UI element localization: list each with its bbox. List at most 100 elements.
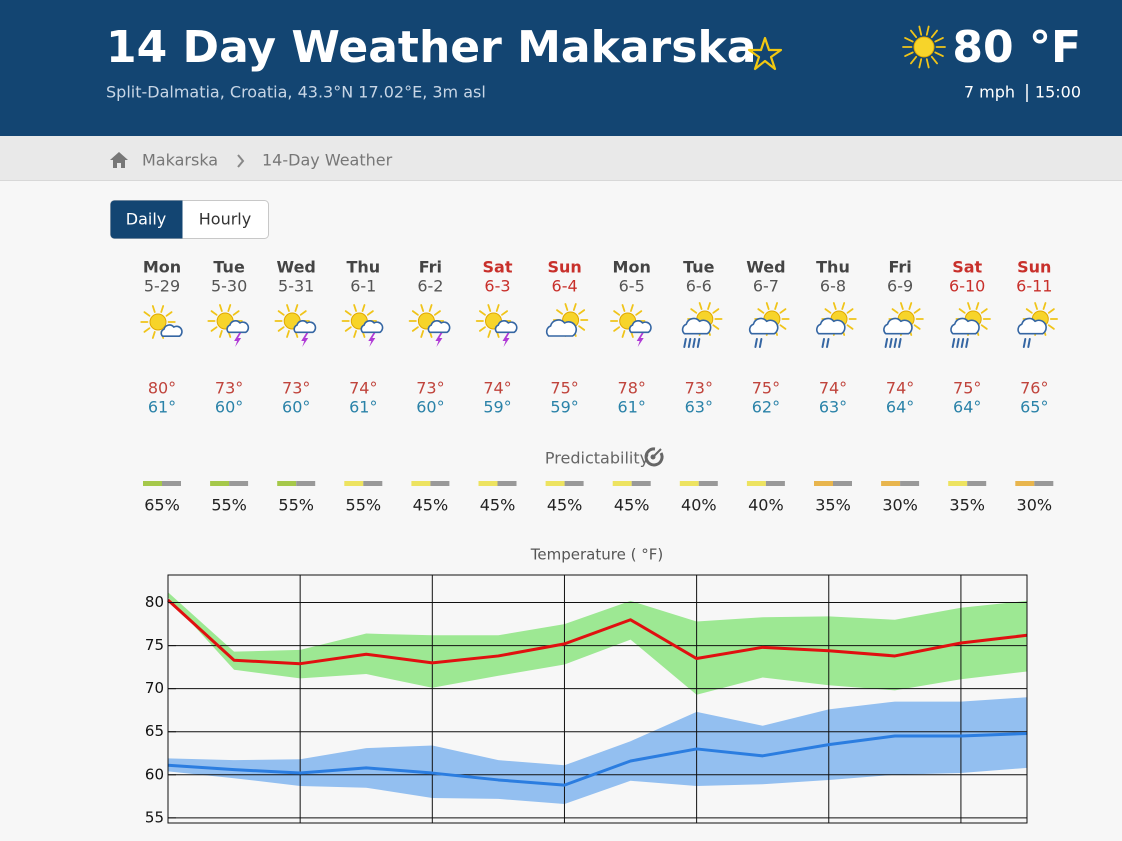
- sun-ray: [1047, 308, 1055, 314]
- predictability-value: 45%: [480, 496, 516, 515]
- predictability-value: 45%: [614, 496, 650, 515]
- y-tick-label: 75: [145, 636, 164, 654]
- cloud: [1017, 317, 1047, 335]
- tab-daily-bg[interactable]: [110, 200, 183, 239]
- sun-ray: [1025, 308, 1033, 314]
- home-icon[interactable]: [110, 152, 128, 168]
- sun-ray: [420, 330, 425, 338]
- rain: [754, 338, 758, 348]
- predictability-value: 35%: [815, 496, 851, 515]
- rain: [1022, 338, 1027, 348]
- date: 6-8: [820, 277, 846, 296]
- high-temp: 74°: [483, 379, 511, 398]
- weekday: Tue: [683, 258, 715, 277]
- sun: [913, 36, 935, 58]
- breadcrumb-bar: [0, 136, 1122, 180]
- sun-ray: [411, 326, 419, 332]
- cloud: [360, 320, 384, 334]
- sun-ray: [286, 304, 290, 312]
- rain: [956, 338, 960, 348]
- sun-ray: [165, 311, 173, 317]
- rain: [898, 338, 902, 348]
- predictability-value: 45%: [413, 496, 449, 515]
- sun-ray: [934, 51, 944, 58]
- range-band: [168, 592, 1027, 695]
- lightning: [636, 333, 644, 347]
- sun-ray: [353, 330, 357, 338]
- sun-ray: [824, 308, 832, 314]
- predictability-bar: [881, 481, 901, 486]
- high-temp: 73°: [282, 379, 310, 398]
- sun-ray: [918, 25, 923, 36]
- y-tick-label: 55: [145, 808, 164, 826]
- tab-daily[interactable]: Daily: [126, 210, 166, 229]
- date: 6-7: [753, 277, 779, 296]
- sun-ray: [698, 302, 703, 310]
- rain: [884, 338, 889, 348]
- sun-ray: [613, 310, 621, 316]
- weather-icon: [748, 302, 790, 348]
- high-temp: 78°: [618, 379, 646, 398]
- rain: [893, 338, 898, 348]
- date: 6-6: [686, 277, 712, 296]
- sun-ray: [1047, 324, 1055, 330]
- weekday: Sun: [547, 258, 581, 277]
- weather-icon: [545, 303, 589, 337]
- date: 6-5: [619, 277, 645, 296]
- sun-ray: [1042, 302, 1047, 310]
- weekday: Wed: [277, 258, 316, 277]
- sun-ray: [934, 36, 944, 43]
- predictability-bar-rest: [1034, 481, 1054, 486]
- rain: [960, 338, 965, 348]
- page-title: 14 Day Weather Makarska: [106, 22, 756, 73]
- current-temperature: 80 °F: [952, 22, 1081, 73]
- predictability-value: 55%: [346, 496, 382, 515]
- sun-ray: [630, 304, 634, 312]
- lightning: [368, 333, 376, 347]
- low-temp: 60°: [282, 398, 310, 417]
- weather-icon: [1017, 302, 1058, 348]
- sun-ray: [227, 304, 232, 312]
- sun-ray: [151, 305, 156, 313]
- sun-ray: [420, 304, 425, 312]
- sun-ray: [353, 304, 357, 312]
- sun-ray: [967, 302, 971, 310]
- weather-icon: [207, 304, 250, 347]
- predictability-bar-rest: [698, 481, 718, 486]
- predictability-value: 45%: [547, 496, 583, 515]
- sun-ray: [613, 326, 621, 332]
- predictability-bar: [948, 481, 968, 486]
- current-weather-icon: [902, 25, 946, 69]
- cloud: [226, 320, 250, 334]
- sun-ray: [501, 310, 508, 316]
- low-temp: 62°: [752, 398, 780, 417]
- weekday: Wed: [746, 258, 785, 277]
- predictability-bar: [210, 481, 230, 486]
- rain: [951, 338, 956, 348]
- sun-ray: [712, 324, 720, 330]
- weekday: Sun: [1017, 258, 1051, 277]
- breadcrumb-link[interactable]: Makarska: [142, 151, 218, 170]
- tab-hourly[interactable]: Hourly: [199, 210, 251, 229]
- predictability-bar: [679, 481, 699, 486]
- sun-ray: [487, 330, 492, 338]
- weather-icon: [816, 302, 857, 348]
- date: 5-30: [211, 277, 247, 296]
- sun-ray: [219, 330, 223, 338]
- cloud: [816, 317, 846, 335]
- temperature-chart: 55 60 65 70 75 80: [145, 574, 1028, 826]
- predictability-bar-rest: [363, 481, 383, 486]
- predictability-value: 55%: [278, 496, 314, 515]
- sun-ray: [160, 305, 165, 313]
- y-tick-label: 80: [145, 593, 164, 611]
- sun-ray: [908, 302, 913, 310]
- favorite-star[interactable]: [747, 36, 783, 71]
- low-temp: 61°: [349, 398, 377, 417]
- predictability-bar: [1015, 481, 1035, 486]
- sun-ray: [277, 326, 285, 332]
- date: 5-29: [144, 277, 180, 296]
- temperature-line: [166, 598, 1028, 666]
- sun-ray: [918, 58, 923, 69]
- sun-ray: [832, 302, 837, 310]
